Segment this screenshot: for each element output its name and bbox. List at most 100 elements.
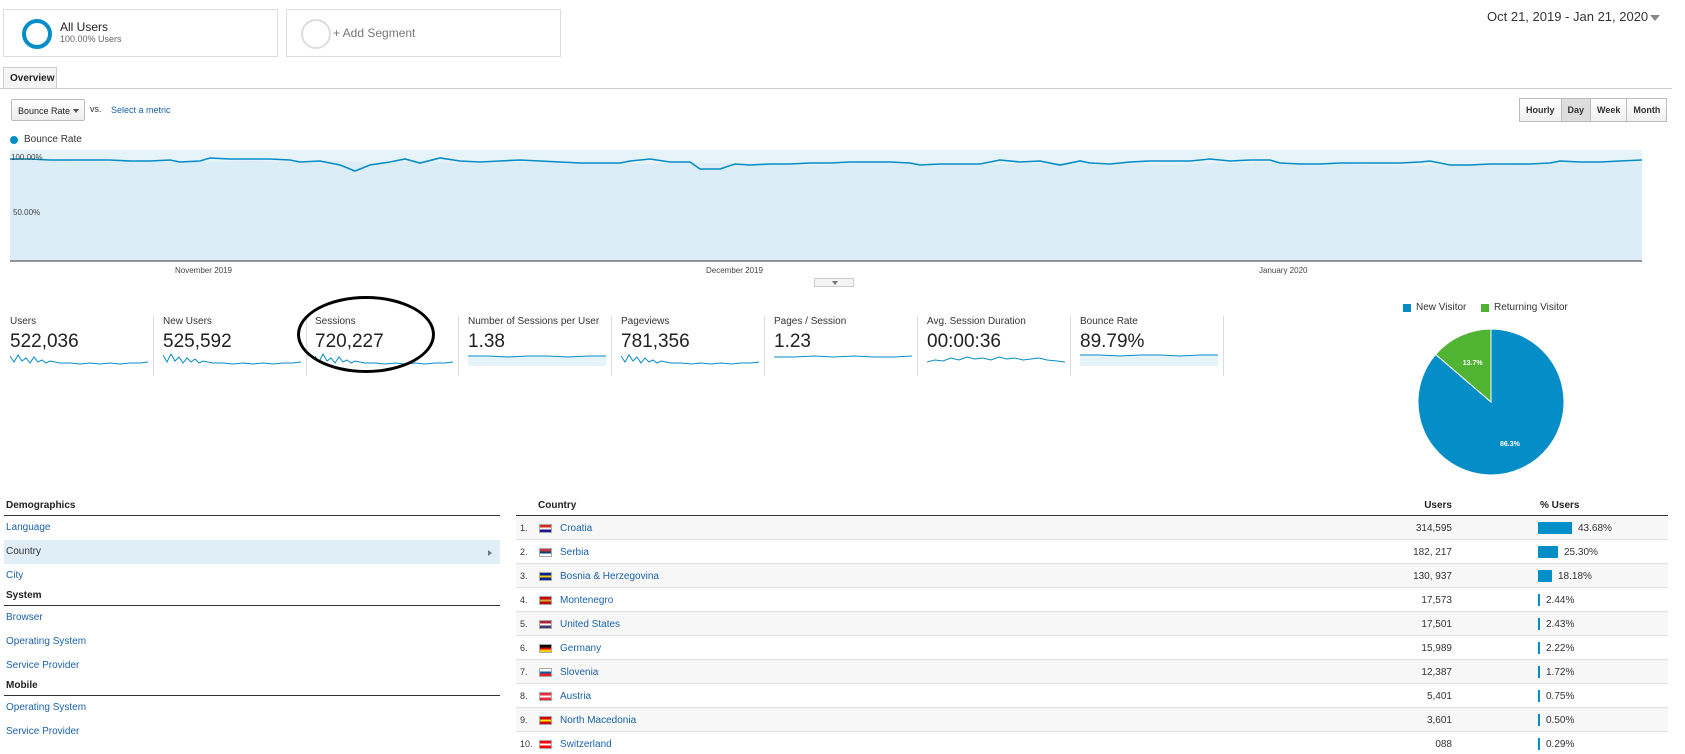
tab-divider	[0, 88, 1672, 89]
users-value: 3,601	[1426, 715, 1452, 726]
table-row: 7. Slovenia 12,387 1.72%	[516, 660, 1668, 684]
pct-value: 0.50%	[1546, 715, 1575, 726]
row-rank: 8.	[520, 691, 528, 701]
legend-swatch	[1481, 303, 1489, 312]
period-button-month[interactable]: Month	[1626, 98, 1668, 122]
pct-value: 0.75%	[1546, 691, 1575, 702]
metric-tile-users[interactable]: Users 522,036	[10, 316, 162, 376]
dimension-service-provider[interactable]: Service Provider	[6, 660, 80, 671]
period-button-week[interactable]: Week	[1590, 98, 1628, 122]
pct-bar	[1538, 738, 1540, 750]
tile-divider	[1223, 316, 1224, 376]
dimension-mobile-service-provider[interactable]: Service Provider	[6, 726, 80, 737]
users-sparkline	[10, 354, 148, 365]
pct-bar	[1538, 546, 1558, 558]
users-value: 17,501	[1421, 619, 1452, 630]
pct-bar	[1538, 666, 1540, 678]
legend-dot-icon	[10, 136, 18, 144]
metric-tile-avg-session-duration[interactable]: Avg. Session Duration 00:00:36	[927, 316, 1079, 376]
metric-tile-sessions-per-user[interactable]: Number of Sessions per User 1.38	[468, 316, 620, 376]
row-rank: 6.	[520, 643, 528, 653]
metric-tile-pages-per-session[interactable]: Pages / Session 1.23	[774, 316, 926, 376]
country-link[interactable]: Serbia	[560, 547, 589, 558]
metric-select-value: Bounce Rate	[18, 106, 71, 116]
metric-select[interactable]: Bounce Rate	[11, 99, 85, 121]
row-rank: 3.	[520, 571, 528, 581]
segment-all-users[interactable]: All Users 100.00% Users	[3, 9, 278, 57]
users-value: 314,595	[1415, 523, 1452, 534]
sessions-per-user-sparkline	[468, 355, 606, 366]
country-link[interactable]: Germany	[560, 643, 602, 654]
flag-icon	[539, 620, 552, 629]
select-metric-link[interactable]: Select a metric	[111, 105, 171, 115]
country-link[interactable]: Montenegro	[560, 595, 614, 606]
pie-slice-label: 13.7%	[1463, 360, 1484, 367]
dimension-language[interactable]: Language	[6, 522, 51, 533]
country-link[interactable]: United States	[560, 619, 621, 630]
x-tick-january: January 2020	[1259, 266, 1308, 275]
row-rank: 1.	[520, 523, 528, 533]
table-row: 6. Germany 15,989 2.22%	[516, 636, 1668, 660]
users-value: 12,387	[1421, 667, 1452, 678]
country-link[interactable]: Austria	[560, 691, 592, 702]
tile-divider	[764, 316, 765, 376]
legend-label: Returning Visitor	[1494, 302, 1568, 313]
metric-label: Pages / Session	[774, 316, 847, 327]
flag-icon	[539, 572, 552, 581]
country-link[interactable]: Croatia	[560, 523, 593, 534]
country-table: Country Users % Users 1. Croatia 314,595 43…	[516, 498, 1668, 754]
flag-icon	[539, 692, 552, 701]
pct-value: 2.44%	[1546, 595, 1575, 606]
legend-swatch	[1403, 303, 1411, 312]
pct-bar	[1538, 594, 1540, 606]
users-value: 130, 937	[1413, 571, 1452, 582]
row-rank: 7.	[520, 667, 528, 677]
column-header-users[interactable]: Users	[1424, 500, 1452, 511]
country-link[interactable]: Switzerland	[560, 739, 612, 750]
pct-value: 25.30%	[1564, 547, 1598, 558]
date-range-caret-icon[interactable]	[1650, 15, 1660, 21]
table-row: 8. Austria 5,401 0.75%	[516, 684, 1668, 708]
column-header-country[interactable]: Country	[538, 500, 577, 511]
table-row: 4. Montenegro 17,573 2.44%	[516, 588, 1668, 612]
dimension-mobile-operating-system[interactable]: Operating System	[6, 702, 87, 713]
country-link[interactable]: North Macedonia	[560, 715, 637, 726]
period-button-day[interactable]: Day	[1560, 98, 1592, 122]
flag-icon	[539, 668, 552, 677]
visitor-pie-chart: 86.3% 13.7%	[1417, 328, 1565, 476]
metric-label: Users	[10, 316, 37, 327]
hand-drawn-circle-annotation	[297, 296, 435, 373]
pageviews-sparkline	[621, 354, 759, 365]
date-range-picker[interactable]: Oct 21, 2019 - Jan 21, 2020	[1487, 9, 1649, 24]
pie-slice-returning-visitor[interactable]	[1434, 328, 1492, 404]
pct-value: 0.29%	[1546, 739, 1575, 750]
dimension-city[interactable]: City	[6, 570, 24, 581]
y-tick-50: 50.00%	[13, 208, 41, 217]
pct-bar	[1538, 642, 1540, 654]
dimension-browser[interactable]: Browser	[6, 612, 43, 623]
metric-value: 1.23	[774, 331, 811, 352]
dimension-panel: Demographics Language Country City Syste…	[4, 498, 500, 744]
section-system: System	[4, 588, 500, 606]
chart-expand-handle[interactable]	[814, 278, 854, 287]
dimension-country[interactable]: Country	[4, 540, 500, 564]
metric-label: New Users	[163, 316, 212, 327]
chart-legend-label: Bounce Rate	[24, 134, 82, 145]
add-segment-button[interactable]: + Add Segment	[286, 9, 561, 57]
tab-overview[interactable]: Overview	[3, 67, 57, 89]
country-link[interactable]: Bosnia & Herzegovina	[560, 571, 659, 582]
metric-value: 781,356	[621, 331, 690, 352]
metric-tile-new-users[interactable]: New Users 525,592	[163, 316, 315, 376]
dimension-operating-system[interactable]: Operating System	[6, 636, 87, 647]
chevron-down-icon	[73, 109, 79, 113]
period-button-hourly[interactable]: Hourly	[1519, 98, 1562, 122]
legend-label: New Visitor	[1416, 302, 1467, 313]
add-segment-ring-icon	[301, 19, 331, 49]
flag-icon	[539, 596, 552, 605]
column-header-pct-users[interactable]: % Users	[1540, 500, 1580, 511]
pct-value: 2.43%	[1546, 619, 1575, 630]
users-value: 182, 217	[1413, 547, 1452, 558]
country-link[interactable]: Slovenia	[560, 667, 599, 678]
metric-tile-bounce-rate[interactable]: Bounce Rate 89.79%	[1080, 316, 1232, 376]
metric-tile-pageviews[interactable]: Pageviews 781,356	[621, 316, 773, 376]
